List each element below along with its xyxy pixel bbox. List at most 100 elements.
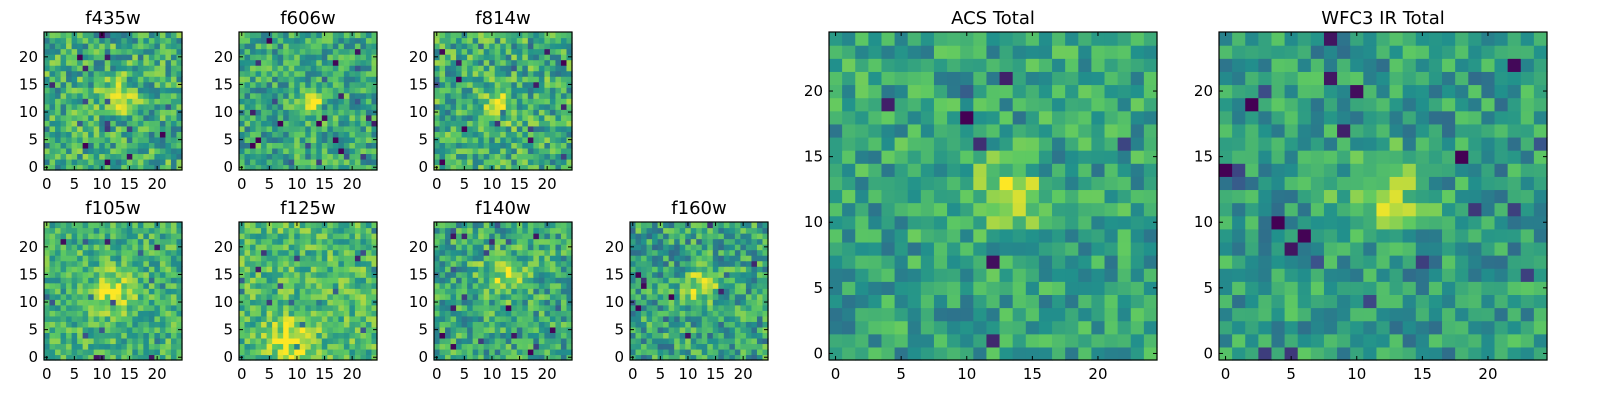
heatmap-cell bbox=[881, 294, 896, 309]
heatmap-cell bbox=[272, 87, 279, 94]
heatmap-cell bbox=[115, 244, 122, 251]
heatmap-cell bbox=[734, 244, 741, 251]
heatmap-cell bbox=[93, 136, 100, 143]
heatmap-cell bbox=[483, 153, 490, 160]
heatmap-cell bbox=[121, 233, 128, 240]
heatmap-cell bbox=[478, 238, 485, 245]
heatmap-cell bbox=[533, 321, 540, 328]
heatmap-cell bbox=[707, 304, 714, 311]
heatmap-cell bbox=[729, 354, 736, 361]
heatmap-cell bbox=[170, 81, 178, 88]
heatmap-cell bbox=[321, 260, 328, 267]
heatmap-cell bbox=[829, 189, 843, 204]
heatmap-cells bbox=[434, 32, 573, 171]
heatmap-cell bbox=[349, 48, 356, 55]
heatmap-cell bbox=[1012, 333, 1027, 348]
heatmap-cell bbox=[99, 142, 106, 149]
heatmap-cell bbox=[126, 153, 133, 160]
heatmap-cell bbox=[143, 103, 150, 110]
heatmap-cell bbox=[511, 260, 518, 267]
heatmap-cell bbox=[679, 348, 686, 356]
heatmap-cell bbox=[544, 343, 551, 350]
heatmap-cell bbox=[99, 271, 106, 278]
heatmap-cell bbox=[110, 222, 117, 229]
heatmap-cell bbox=[316, 81, 323, 88]
heatmap-cell bbox=[299, 244, 306, 251]
heatmap-cell bbox=[239, 131, 246, 138]
heatmap-cell bbox=[244, 348, 251, 356]
heatmap-cell bbox=[1130, 333, 1145, 348]
heatmap-cell bbox=[165, 120, 172, 127]
heatmap-cell bbox=[740, 299, 747, 306]
heatmap-cell bbox=[560, 244, 568, 251]
heatmap-cell bbox=[1078, 294, 1092, 309]
heatmap-cell bbox=[49, 109, 56, 116]
heatmap-cell bbox=[66, 48, 73, 55]
heatmap-cell bbox=[1117, 228, 1132, 243]
heatmap-cell bbox=[321, 326, 328, 333]
y-tick-label: 15 bbox=[605, 265, 624, 283]
heatmap-cell bbox=[516, 266, 523, 273]
heatmap-cell bbox=[343, 147, 350, 155]
heatmap-cell bbox=[668, 293, 675, 300]
heatmap-cell bbox=[294, 48, 301, 55]
heatmap-cell bbox=[137, 288, 144, 295]
heatmap-cell bbox=[371, 37, 378, 44]
heatmap-cell bbox=[456, 120, 463, 127]
heatmap-cell bbox=[66, 321, 73, 328]
heatmap-cell bbox=[310, 92, 317, 99]
heatmap-cell bbox=[66, 125, 73, 132]
heatmap-cell bbox=[170, 131, 178, 138]
heatmap-cell bbox=[332, 87, 339, 94]
heatmap-cell bbox=[505, 249, 512, 256]
heatmap-cell bbox=[1130, 268, 1145, 282]
heatmap-cell bbox=[338, 332, 345, 339]
heatmap-cell bbox=[104, 304, 111, 311]
heatmap-cell bbox=[663, 304, 670, 311]
heatmap-cell bbox=[360, 76, 367, 83]
heatmap-cell bbox=[332, 153, 339, 160]
heatmap-cell bbox=[371, 348, 378, 356]
heatmap-cell bbox=[729, 244, 736, 251]
heatmap-cell bbox=[104, 271, 111, 278]
heatmap-cell bbox=[868, 150, 883, 164]
heatmap-cell bbox=[255, 337, 262, 345]
heatmap-cell bbox=[338, 233, 345, 240]
heatmap-cell bbox=[327, 37, 334, 44]
heatmap-cell bbox=[99, 37, 106, 44]
heatmap-cell bbox=[261, 54, 268, 61]
heatmap-cell bbox=[176, 310, 183, 317]
heatmap-cell bbox=[266, 43, 273, 50]
heatmap-cell bbox=[332, 114, 339, 121]
heatmap-cell bbox=[261, 59, 268, 66]
x-tick-label: 5 bbox=[265, 365, 275, 383]
heatmap-cell bbox=[88, 348, 95, 356]
heatmap-cell bbox=[360, 277, 367, 284]
heatmap-cell bbox=[143, 299, 150, 306]
heatmap-cell bbox=[723, 227, 730, 234]
heatmap-cell bbox=[121, 76, 128, 83]
heatmap-cell bbox=[294, 233, 301, 240]
heatmap-cell bbox=[999, 346, 1014, 361]
heatmap-cell bbox=[49, 332, 56, 339]
heatmap-cell bbox=[933, 176, 948, 191]
heatmap-cell bbox=[1078, 320, 1092, 335]
heatmap-cell bbox=[104, 59, 111, 66]
heatmap-cell bbox=[77, 304, 84, 311]
heatmap-cell bbox=[310, 43, 317, 50]
heatmap-cell bbox=[1052, 228, 1066, 243]
heatmap-cell bbox=[244, 282, 251, 289]
heatmap-cell bbox=[239, 266, 246, 273]
panel-title: f125w bbox=[280, 198, 335, 219]
heatmap-cell bbox=[500, 238, 507, 245]
heatmap-cell bbox=[500, 288, 507, 295]
heatmap-cell bbox=[365, 32, 373, 39]
heatmap-cell bbox=[343, 255, 350, 262]
heatmap-cell bbox=[110, 76, 117, 83]
heatmap-cell bbox=[533, 271, 540, 278]
heatmap-cell bbox=[244, 32, 251, 39]
heatmap-cell bbox=[685, 315, 692, 322]
heatmap-cell bbox=[99, 277, 106, 284]
heatmap-cell bbox=[71, 76, 78, 83]
